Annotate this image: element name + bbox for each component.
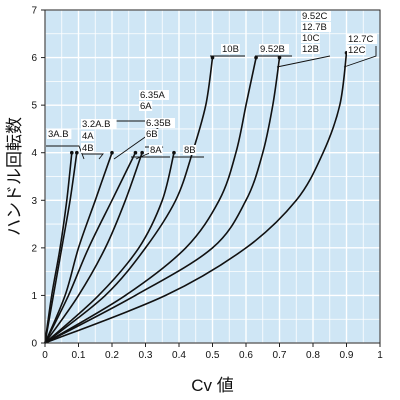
label-leader [276, 55, 331, 68]
curve-label: 12C [348, 45, 366, 56]
curve-label: 6A [140, 101, 152, 112]
label-backdrop [347, 45, 366, 55]
curve-end-point [75, 150, 79, 155]
curve-9-52C [44, 57, 281, 344]
x-tick-label: 0.8 [306, 350, 320, 361]
x-tick-label: 1 [377, 350, 383, 361]
curve-12-7C [44, 52, 348, 344]
curve-end-point [133, 150, 138, 155]
y-tick-label: 2 [31, 243, 37, 254]
curve-end-point [277, 55, 282, 60]
curve-label: 12.7B [302, 22, 327, 33]
x-tick-label: 0.7 [273, 350, 287, 361]
x-tick-label: 0.5 [206, 350, 220, 361]
label-backdrop [81, 131, 95, 141]
label-backdrop [347, 34, 377, 44]
curve-10B [44, 57, 214, 344]
curve-end-point [254, 55, 258, 60]
plot-frame [44, 9, 381, 344]
x-tick-label: 0.6 [239, 350, 253, 361]
curve-label: 9.52B [260, 44, 285, 55]
curve-label: 6.35B [146, 118, 171, 129]
label-backdrop [259, 44, 289, 54]
curve-end-point [210, 55, 215, 60]
curve-label: 10C [302, 33, 320, 44]
x-tick-label: 0.9 [340, 350, 354, 361]
y-tick-label: 5 [31, 101, 37, 112]
y-tick-label: 1 [31, 291, 37, 302]
curve-label: 12B [302, 44, 319, 55]
y-tick-label: 7 [31, 6, 37, 17]
curve-end-point [70, 150, 74, 155]
y-tick-label: 0 [31, 339, 37, 350]
curve-end-point [140, 150, 144, 155]
x-tick-label: 0.2 [105, 350, 119, 361]
label-backdrop [145, 118, 175, 128]
curve-3-2A-B [44, 152, 78, 344]
curve-6-35A [44, 152, 113, 344]
curve-8B [44, 152, 175, 344]
curve-label: 8B [184, 145, 196, 156]
y-tick-label: 4 [31, 148, 37, 159]
curve-label: 6.35A [140, 90, 165, 101]
x-tick-label: 0 [42, 350, 48, 361]
label-backdrop [47, 129, 72, 139]
curve-label: 8A [150, 145, 162, 156]
x-tick-label: 0.3 [139, 350, 153, 361]
label-backdrop [81, 119, 117, 129]
curve-8A [44, 152, 143, 344]
curve-label: 6B [146, 129, 158, 140]
label-backdrop [301, 44, 320, 54]
label-backdrop [139, 90, 169, 100]
curve-9-52B [44, 57, 257, 344]
curve-label: 4A [82, 131, 94, 142]
curve-label: 3.2A.B [82, 119, 111, 130]
y-tick-label: 6 [31, 53, 37, 64]
curve-label: 4B [82, 143, 94, 154]
curve-label: 9.52C [302, 11, 327, 22]
y-axis-title: ハンドル回転数 [5, 117, 24, 236]
curve-label: 10B [222, 44, 239, 55]
label-backdrop [301, 22, 331, 32]
curve-3A-B [44, 152, 73, 344]
x-tick-label: 0.1 [72, 350, 86, 361]
label-leader [82, 153, 104, 160]
curve-label: 12.7C [348, 34, 373, 45]
label-backdrop [221, 44, 240, 54]
x-tick-label: 0.4 [172, 350, 186, 361]
label-leader [46, 145, 85, 160]
label-backdrop [81, 143, 95, 153]
curve-end-point [172, 150, 176, 155]
label-backdrop [149, 145, 163, 155]
x-axis-title: Cv 値 [191, 376, 234, 395]
label-backdrop [145, 129, 159, 139]
label-leader [343, 46, 377, 68]
label-backdrop [301, 33, 320, 43]
axis-ticks: 0 0.1 0.2 0.3 0.4 0.5 0.6 0.7 0.8 0.9 1 0 1 2 3 4 5 6 7 [31, 6, 383, 362]
label-backdrop [139, 101, 153, 111]
y-tick-label: 3 [31, 196, 37, 207]
label-backdrop [301, 11, 331, 21]
curves [44, 51, 349, 344]
curve-label: 3A.B [48, 129, 69, 140]
curve-6-35B [44, 152, 137, 344]
label-backdrop [183, 145, 197, 155]
curve-end-point [110, 150, 114, 155]
